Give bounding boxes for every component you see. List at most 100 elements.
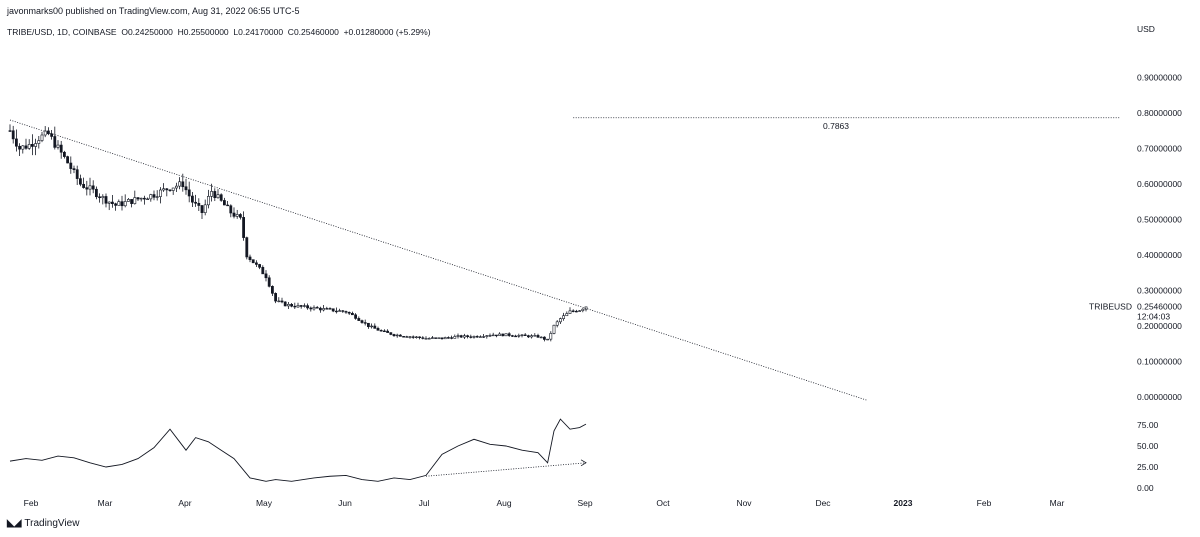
time-axis-tick: 2023 — [894, 498, 913, 508]
candle-body — [226, 204, 230, 207]
candle-body — [302, 305, 306, 307]
candles-group — [8, 124, 588, 342]
candle-body — [235, 214, 239, 217]
candle-body — [133, 197, 137, 204]
candle-body — [514, 335, 518, 338]
candle-body — [482, 336, 486, 338]
high-value: 0.25500000 — [183, 27, 229, 37]
time-axis-tick: May — [256, 498, 273, 508]
candle-body — [565, 313, 569, 317]
candle-body — [152, 194, 156, 198]
candle-body — [350, 312, 354, 316]
publisher-line: javonmarks00 published on TradingView.co… — [7, 6, 300, 16]
candle-body — [117, 201, 121, 206]
price-axis-tick: 0.50000000 — [1137, 214, 1182, 224]
candle-body — [101, 196, 105, 199]
candle-body — [558, 318, 562, 323]
candle-body — [459, 335, 463, 338]
candle-body — [37, 140, 41, 144]
candle-body — [568, 310, 572, 314]
oscillator-line — [9, 418, 587, 482]
candle-body — [488, 335, 492, 337]
candle-body — [171, 187, 175, 191]
tradingview-logo-icon[interactable]: ◣◢ — [7, 518, 21, 529]
candle-body — [11, 130, 15, 140]
candle-body — [203, 204, 207, 213]
time-axis-tick: Mar — [98, 498, 113, 508]
candle-body — [453, 336, 457, 339]
price-axis-tick: 0.60000000 — [1137, 179, 1182, 189]
candle-body — [245, 237, 249, 258]
candle-body — [18, 145, 22, 150]
candle-body — [146, 198, 150, 200]
candle-body — [450, 337, 454, 339]
candle-body — [187, 189, 191, 197]
last-price-symbol: TRIBEUSD — [1089, 302, 1132, 312]
price-axis-tick: 0.70000000 — [1137, 143, 1182, 153]
candle-body — [309, 307, 313, 310]
price-axis-tick: 0.20000000 — [1137, 321, 1182, 331]
time-axis-tick: Sep — [577, 498, 592, 508]
candle-body — [546, 338, 550, 341]
candle-body — [91, 185, 95, 190]
candle-body — [491, 334, 495, 337]
candle-body — [40, 134, 44, 141]
candle-body — [293, 305, 297, 308]
high-label: H — [177, 27, 184, 37]
candle-body — [299, 305, 303, 307]
candle-body — [414, 336, 418, 338]
candle-body — [578, 310, 582, 312]
candle-body — [405, 336, 409, 338]
time-axis-tick: Oct — [656, 498, 670, 508]
candle-body — [219, 194, 223, 201]
candle-body — [200, 205, 204, 213]
candle-body — [213, 191, 217, 199]
candle-body — [286, 304, 290, 307]
oscillator-axis-tick: 25.00 — [1137, 462, 1159, 472]
candle-body — [411, 336, 415, 338]
candle-body — [184, 186, 188, 191]
candle-body — [466, 335, 470, 338]
candle-body — [34, 143, 38, 147]
candle-body — [197, 202, 201, 206]
candle-body — [255, 262, 258, 265]
candle-body — [53, 136, 57, 148]
close-value: 0.25460000 — [293, 27, 339, 37]
candle-body — [306, 305, 310, 309]
candle-body — [127, 199, 130, 202]
candle-body — [50, 133, 54, 137]
candle-body — [443, 337, 447, 340]
candle-body — [440, 337, 444, 340]
symbol-label[interactable]: TRIBE/USD, 1D, COINBASE — [7, 27, 117, 37]
candle-body — [542, 336, 546, 340]
candle-body — [223, 200, 226, 206]
ohlc-legend: TRIBE/USD, 1D, COINBASE O0.24250000 H0.2… — [7, 27, 431, 37]
candle-body — [456, 335, 460, 337]
candle-body — [363, 322, 367, 324]
candle-body — [21, 145, 25, 150]
price-axis-tick: 0.30000000 — [1137, 285, 1182, 295]
candle-body — [421, 337, 425, 339]
candle-body — [539, 336, 543, 339]
candle-body — [210, 191, 214, 197]
candle-body — [270, 286, 274, 294]
oscillator-axis-tick: 0.00 — [1137, 483, 1154, 493]
candle-body — [574, 310, 578, 313]
footer-brand[interactable]: TradingView — [24, 518, 80, 529]
candle-body — [437, 337, 441, 339]
candle-body — [82, 183, 86, 188]
candle-body — [379, 330, 383, 332]
candle-body — [191, 195, 194, 203]
footer: ◣◢ TradingView — [7, 518, 79, 529]
candle-body — [360, 320, 364, 323]
candle-body — [315, 307, 319, 309]
currency-label: USD — [1137, 24, 1155, 34]
candle-body — [402, 336, 406, 338]
candle-body — [494, 334, 498, 337]
candle-body — [386, 330, 390, 333]
time-axis-tick: Feb — [24, 498, 39, 508]
time-axis-tick: Dec — [815, 498, 831, 508]
candle-body — [373, 325, 377, 329]
candle-body — [395, 334, 399, 337]
